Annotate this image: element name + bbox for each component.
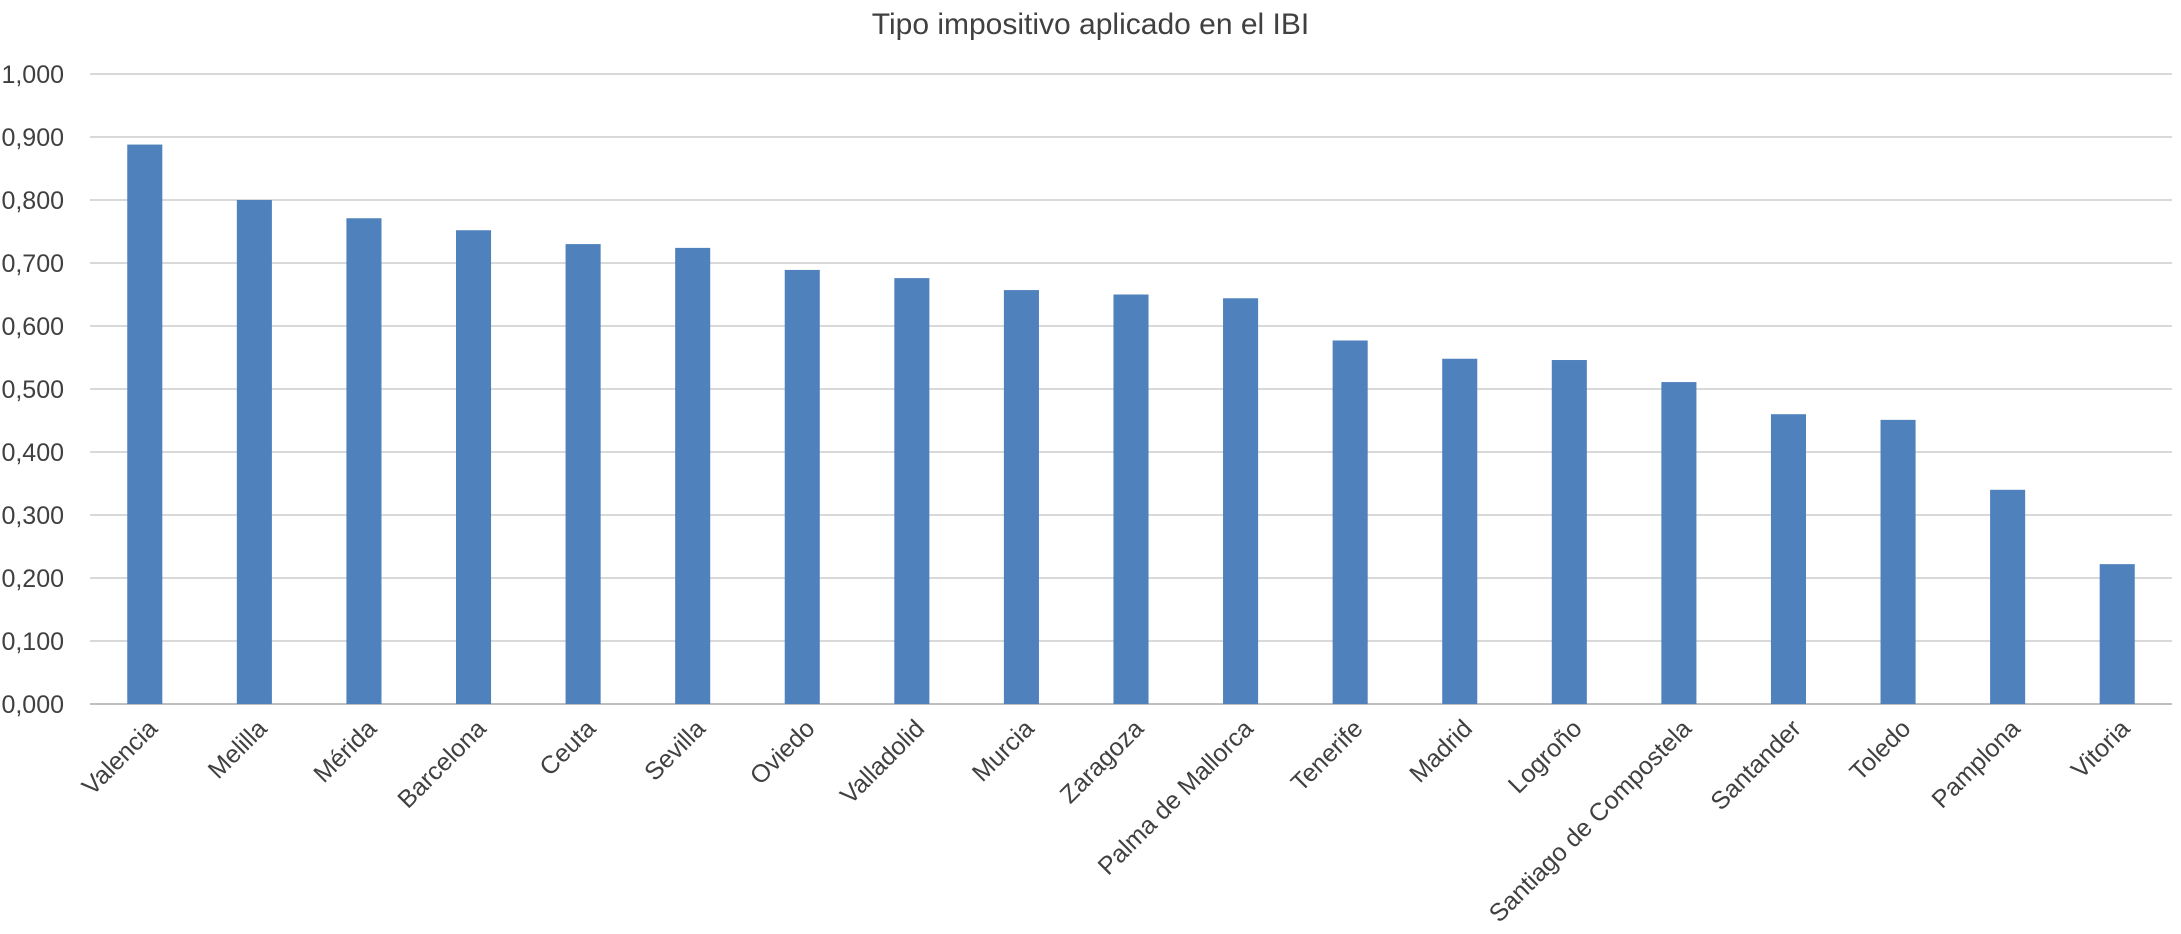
bar-16 [1770,414,1807,704]
category-label: Pamplona [1926,714,2025,813]
y-tick-label: 0,300 [1,502,64,530]
category-label: Toledo [1844,714,1916,786]
bar-3 [346,218,382,704]
category-label: Valladolid [835,714,930,809]
y-tick-label: 0,600 [1,313,64,341]
y-tick-label: 0,800 [1,187,64,215]
bar-12 [1332,340,1368,704]
category-label: Santiago de Compostela [1484,714,1697,927]
bar-5 [565,244,601,704]
bar-10 [1113,294,1149,704]
category-label: Murcia [967,714,1040,787]
category-label: Sevilla [639,714,711,786]
category-label: Madrid [1404,714,1478,788]
bar-18 [1990,489,2026,704]
bar-8 [894,278,930,704]
bar-15 [1661,382,1697,704]
category-label: Tenerife [1286,714,1369,797]
bar-17 [1880,419,1916,704]
bar-14 [1551,360,1587,704]
y-tick-label: 0,700 [1,250,64,278]
y-tick-label: 1,000 [1,61,64,89]
y-tick-label: 0,500 [1,376,64,404]
bar-13 [1442,358,1478,704]
category-label: Valencia [77,714,163,800]
category-label: Mérida [308,714,382,788]
y-tick-label: 0,000 [1,691,64,719]
bar-1 [127,144,163,704]
category-label: Santander [1705,714,1806,815]
category-label: Ceuta [534,714,601,781]
y-tick-label: 0,100 [1,628,64,656]
category-label: Vitoria [2066,714,2136,784]
bar-4 [455,230,492,705]
category-label: Barcelona [392,714,491,813]
chart-title: Tipo impositivo aplicado en el IBI [871,8,1310,41]
y-tick-label: 0,900 [1,124,64,152]
bar-11 [1223,298,1259,704]
bar-19 [2099,564,2135,704]
category-label: Melilla [203,714,273,784]
y-tick-label: 0,400 [1,439,64,467]
bar-7 [784,269,820,704]
category-label: Zaragoza [1055,714,1150,809]
category-label: Logroño [1503,714,1588,799]
bar-2 [236,200,272,704]
bar-6 [675,247,711,704]
bar-9 [1003,290,1039,704]
category-label: Oviedo [745,714,821,790]
y-tick-label: 0,200 [1,565,64,593]
